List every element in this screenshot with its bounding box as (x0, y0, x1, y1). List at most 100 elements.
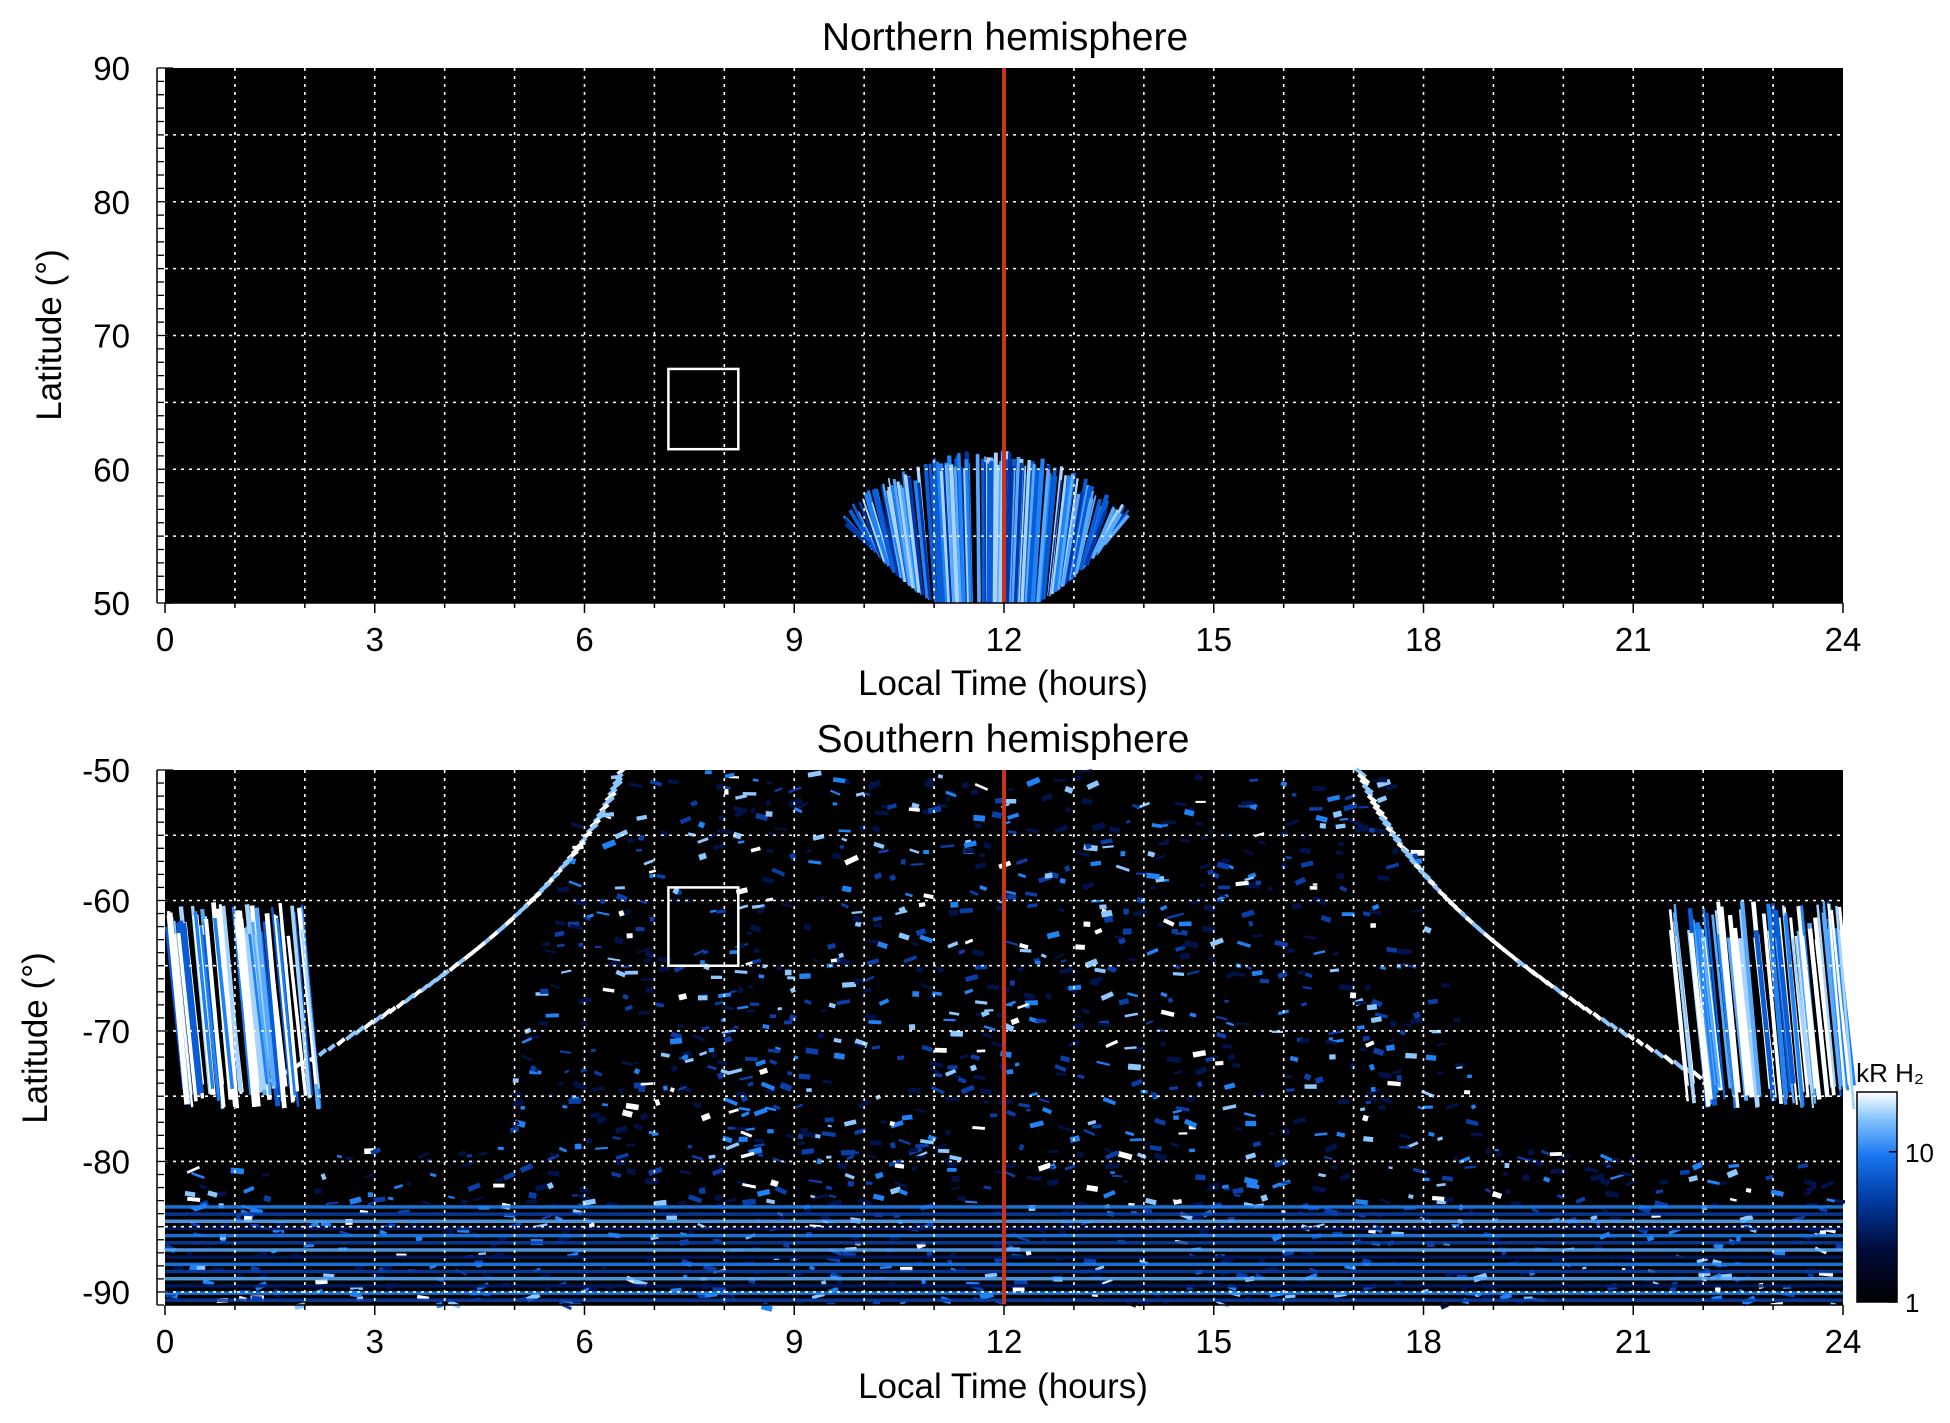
emission-patch (960, 1084, 975, 1095)
emission-patch (1167, 997, 1174, 1004)
emission-patch (1436, 1183, 1446, 1187)
auroral-streak (1739, 900, 1762, 1098)
emission-patch (1160, 1041, 1167, 1048)
emission-patch (1146, 947, 1159, 956)
emission-patch (667, 779, 680, 785)
emission-patch (979, 853, 986, 858)
emission-patch (320, 1173, 327, 1181)
emission-patch (1106, 965, 1117, 973)
emission-patch (458, 1150, 467, 1157)
emission-patch (951, 1175, 960, 1182)
emission-patch (788, 786, 802, 794)
emission-patch (812, 958, 820, 963)
emission-patch (765, 799, 771, 807)
emission-streak (945, 463, 956, 604)
emission-patch (890, 1120, 904, 1129)
auroral-streak (1716, 934, 1737, 1109)
emission-patch (1111, 1174, 1123, 1178)
emission-patch (1463, 1090, 1471, 1095)
emission-patch (1542, 1176, 1551, 1183)
emission-patch (1173, 1115, 1179, 1120)
emission-patch (1216, 893, 1229, 902)
emission-patch (725, 1141, 740, 1151)
emission-patch (872, 1193, 885, 1202)
emission-patch (539, 988, 549, 995)
emission-patch (1212, 872, 1220, 880)
emission-patch (1818, 1207, 1828, 1213)
emission-patch (1206, 869, 1215, 876)
emission-patch (585, 1137, 593, 1145)
emission-patch (969, 1064, 978, 1072)
emission-patch (1208, 829, 1214, 834)
emission-patch (894, 1181, 909, 1189)
emission-patch (1503, 1172, 1508, 1176)
emission-patch (1300, 860, 1314, 868)
emission-patch (569, 923, 584, 931)
emission-patch (544, 1286, 551, 1292)
emission-patch (947, 1168, 957, 1172)
y-tick-label: 70 (93, 318, 130, 355)
emission-patch (1454, 1063, 1465, 1067)
emission-patch (1172, 1109, 1183, 1114)
emission-patch (871, 825, 881, 833)
emission-patch (679, 815, 692, 825)
dome-rim-patch (1653, 1048, 1665, 1059)
emission-patch (1355, 824, 1370, 834)
emission-patch (974, 862, 987, 870)
dome-rim-patch (616, 766, 627, 776)
emission-patch (568, 880, 582, 888)
emission-patch (862, 987, 872, 994)
auroral-streak (286, 935, 308, 1096)
auroral-streak (254, 907, 277, 1087)
emission-patch (961, 781, 970, 790)
emission-patch (732, 831, 742, 840)
emission-patch (1130, 1078, 1143, 1088)
emission-patch (1091, 1124, 1102, 1129)
emission-patch (1586, 1165, 1599, 1174)
emission-patch (1314, 1132, 1328, 1137)
emission-patch (186, 1165, 200, 1174)
auroral-streak (1814, 939, 1836, 1096)
dome-rim-patch (403, 992, 416, 1004)
emission-patch (964, 938, 974, 945)
emission-patch (1124, 1046, 1137, 1050)
emission-patch (1243, 1176, 1259, 1186)
dome-rim-patch (1364, 788, 1374, 798)
emission-patch (1688, 1175, 1699, 1183)
emission-patch (878, 998, 890, 1006)
emission-patch (614, 886, 625, 890)
y-tick-label: 80 (93, 184, 130, 221)
north-panel: Northern hemisphere 0 3 6 9 12 15 18 21 24 50 60 7… (30, 16, 1861, 703)
emission-patch (766, 1198, 776, 1205)
auroral-streak (260, 936, 281, 1088)
north-title: Northern hemisphere (822, 16, 1188, 59)
emission-patch (1226, 1021, 1235, 1027)
emission-patch (1410, 1017, 1424, 1024)
auroral-streak (273, 914, 294, 1099)
emission-patch (730, 990, 737, 994)
emission-patch (1529, 1157, 1544, 1168)
emission-patch (1215, 892, 1227, 899)
emission-patch (1286, 818, 1300, 827)
emission-patch (1074, 1014, 1082, 1019)
emission-patch (1358, 805, 1369, 809)
emission-streak (1006, 465, 1016, 604)
emission-patch (869, 780, 879, 788)
emission-patch (1136, 801, 1151, 810)
emission-patch (799, 973, 811, 980)
emission-patch (1084, 958, 1099, 969)
emission-patch (697, 995, 708, 1001)
emission-patch (1348, 817, 1362, 827)
emission-patch (1388, 1166, 1393, 1170)
emission-patch (900, 858, 906, 865)
emission-patch (1312, 883, 1318, 886)
south-y-ticks: -90 -80 -70 -60 -50 (82, 752, 173, 1311)
emission-patch (950, 901, 959, 908)
emission-patch (1222, 1104, 1237, 1111)
emission-patch (525, 1199, 538, 1204)
emission-patch (894, 1163, 905, 1169)
emission-patch (1370, 1086, 1376, 1092)
emission-patch (950, 1030, 963, 1037)
emission-patch (1054, 953, 1065, 959)
auroral-streak (220, 905, 243, 1092)
